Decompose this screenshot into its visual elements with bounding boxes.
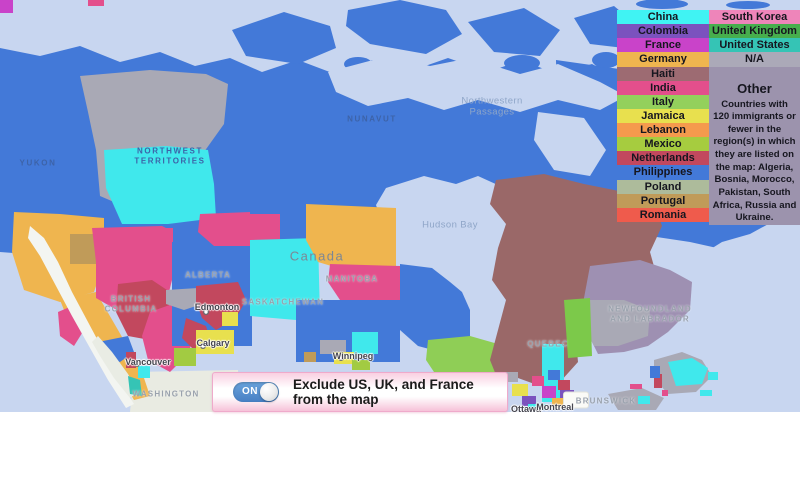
map-region: [582, 300, 650, 346]
map-region: [630, 384, 642, 389]
map-region: [328, 264, 416, 306]
legend-item-united-kingdom: United Kingdom: [709, 24, 800, 39]
map-region: [708, 372, 718, 380]
legend-item-united-states: United States: [709, 38, 800, 53]
map-region: [198, 212, 250, 246]
map-region: [650, 366, 660, 378]
map-region: [532, 376, 544, 386]
map-region: [296, 300, 400, 362]
exclude-toggle-label: Exclude US, UK, and France from the map: [293, 377, 474, 407]
map-region: [248, 214, 280, 240]
map-region: [88, 0, 104, 6]
map-region: [222, 312, 238, 326]
map-region: [204, 310, 208, 314]
legend-item-n-a: N/A: [709, 52, 800, 67]
legend-right-column: South Korea United Kingdom United States N/…: [709, 10, 800, 226]
toggle-state-label: ON: [242, 386, 258, 397]
legend-item-mexico: Mexico: [617, 137, 709, 152]
map-region: [166, 288, 202, 310]
choropleth-map[interactable]: [0, 0, 800, 412]
map-region: [636, 0, 688, 9]
legend-item-portugal: Portugal: [617, 193, 709, 208]
map-region: [135, 362, 139, 366]
legend-right-rows: South Korea United Kingdom United States N/…: [709, 10, 800, 67]
map-region: [174, 348, 196, 366]
map-region: [92, 336, 138, 398]
legend-item-china: China: [617, 10, 709, 25]
map-region: [542, 386, 556, 398]
map-region: [556, 100, 800, 412]
map-region: [548, 370, 560, 380]
map-region: [504, 55, 540, 71]
map-region: [654, 374, 662, 388]
map-region: [726, 1, 770, 9]
legend-item-india: India: [617, 80, 709, 95]
legend-other-block: Other Countries with 120 immigrants or f…: [709, 66, 800, 226]
legend-item-philippines: Philippines: [617, 165, 709, 180]
exclude-toggle-switch[interactable]: ON: [233, 382, 279, 402]
map-region: [304, 352, 316, 362]
map-region: [150, 228, 173, 242]
legend-other-title: Other: [737, 80, 772, 96]
map-region: [328, 56, 626, 112]
map-region: [250, 238, 320, 320]
map-region: [490, 174, 662, 386]
legend-item-france: France: [617, 38, 709, 53]
map-region: [320, 340, 346, 354]
map-legend: China Colombia France Germany Haiti India Ital…: [617, 10, 800, 226]
map-region: [534, 112, 606, 176]
map-region: [339, 356, 343, 360]
legend-item-haiti: Haiti: [617, 66, 709, 81]
map-region: [560, 390, 574, 398]
map-region: [352, 360, 370, 370]
map-region: [352, 332, 378, 354]
legend-left-column: China Colombia France Germany Haiti India Ital…: [617, 10, 709, 222]
exclude-toggle-bar: ON Exclude US, UK, and France from the m…: [212, 372, 508, 412]
map-region: [700, 390, 712, 396]
map-region: [0, 0, 13, 13]
map-region: [512, 384, 528, 396]
toggle-knob[interactable]: [260, 383, 278, 401]
map-region: [196, 330, 234, 354]
map-region: [468, 8, 560, 56]
legend-item-romania: Romania: [617, 207, 709, 222]
map-region: [558, 380, 570, 390]
legend-item-italy: Italy: [617, 94, 709, 109]
map-region: [126, 352, 136, 368]
map-region: [400, 264, 470, 354]
map-region: [232, 12, 336, 64]
map-region: [128, 376, 142, 396]
map-region: [552, 398, 568, 408]
map-region: [201, 344, 205, 348]
map-region: [662, 390, 668, 396]
map-region: [638, 396, 650, 404]
map-region: [522, 396, 536, 406]
legend-item-lebanon: Lebanon: [617, 123, 709, 138]
map-region: [564, 298, 592, 358]
legend-item-germany: Germany: [617, 52, 709, 67]
map-region: [592, 52, 620, 68]
map-region: [58, 306, 84, 346]
map-region: [528, 404, 546, 410]
legend-item-jamaica: Jamaica: [617, 108, 709, 123]
map-region: [104, 146, 216, 224]
map-region: [668, 358, 708, 386]
legend-item-poland: Poland: [617, 179, 709, 194]
legend-item-south-korea: South Korea: [709, 10, 800, 25]
legend-other-body: Countries with 120 immigrants or fewer i…: [712, 98, 797, 224]
map-region: [608, 388, 664, 410]
map-region: [346, 0, 462, 54]
map-region: [504, 372, 518, 382]
map-region: [306, 204, 396, 268]
map-region: [138, 366, 150, 378]
legend-item-netherlands: Netherlands: [617, 151, 709, 166]
legend-item-colombia: Colombia: [617, 24, 709, 39]
